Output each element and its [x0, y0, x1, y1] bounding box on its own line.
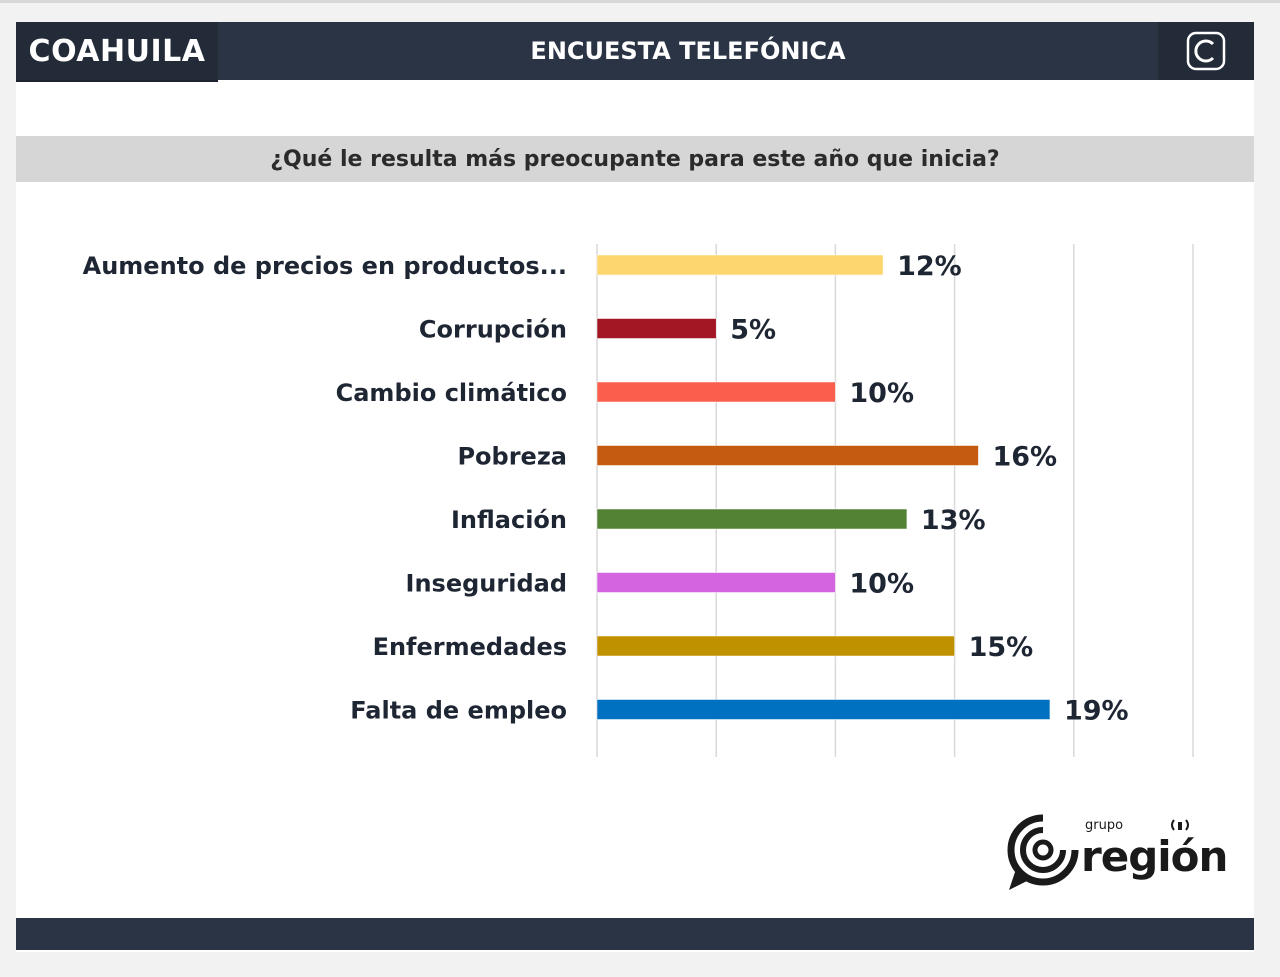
- bar-chart: Aumento de precios en productos... 12% Cor…: [83, 244, 1194, 757]
- brand-name: región: [1081, 832, 1228, 881]
- header-title: ENCUESTA TELEFÓNICA: [530, 37, 846, 65]
- value-label: 5%: [730, 315, 776, 346]
- brand-grupo: grupo: [1085, 818, 1124, 833]
- slide: COAHUILA ENCUESTA TELEFÓNICA ¿Qué le res…: [16, 22, 1254, 952]
- category-label: Enfermedades: [373, 633, 567, 661]
- category-label: Cambio climático: [336, 379, 567, 407]
- bar: [596, 572, 836, 593]
- grupo-region-logo: grupo región: [1001, 810, 1241, 894]
- value-label: 19%: [1064, 696, 1129, 727]
- region-logo-icon: [1007, 814, 1079, 890]
- value-label: 10%: [849, 378, 914, 409]
- category-label: Falta de empleo: [350, 697, 567, 725]
- bar: [596, 508, 908, 530]
- value-label: 13%: [921, 505, 986, 536]
- broadcast-icon: [1171, 819, 1189, 831]
- question-title: ¿Qué le resulta más preocupante para est…: [16, 136, 1254, 182]
- category-label: Corrupción: [419, 316, 567, 344]
- footer-bar: [16, 918, 1254, 950]
- value-label: 15%: [969, 632, 1034, 663]
- category-label: Pobreza: [457, 443, 567, 471]
- bar: [596, 635, 955, 657]
- c-logo-icon-svg: [1186, 31, 1226, 71]
- bar: [596, 699, 1051, 720]
- value-label: 16%: [992, 442, 1057, 473]
- bar: [596, 318, 717, 339]
- bar: [596, 381, 836, 403]
- bar: [596, 254, 884, 276]
- category-label: Inseguridad: [406, 570, 567, 598]
- header-bar: COAHUILA ENCUESTA TELEFÓNICA: [16, 22, 1254, 82]
- c-logo-icon: [1158, 22, 1254, 80]
- category-label: Aumento de precios en productos...: [83, 252, 567, 280]
- bar: [596, 445, 979, 466]
- value-label: 12%: [897, 251, 962, 282]
- top-border: [0, 0, 1280, 3]
- value-label: 10%: [849, 569, 914, 600]
- region-label: COAHUILA: [16, 22, 218, 82]
- category-label: Inflación: [451, 506, 567, 534]
